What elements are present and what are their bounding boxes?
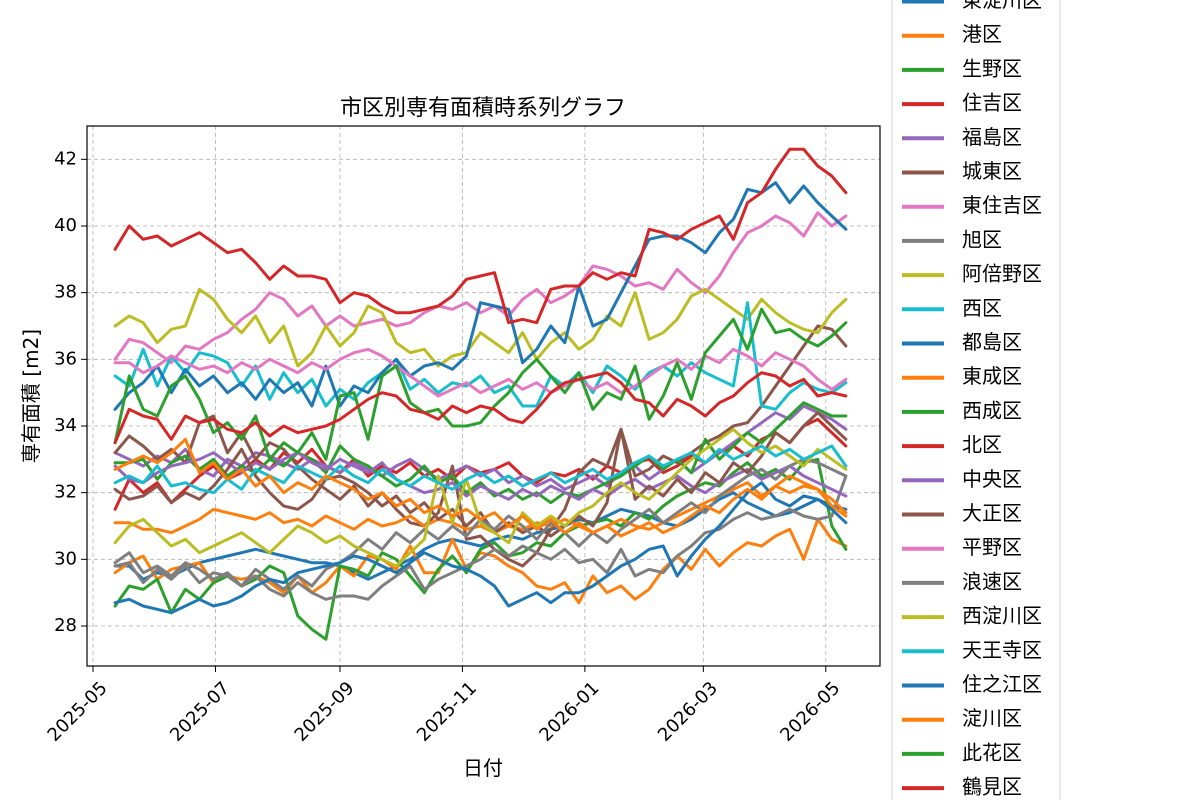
legend-label: 北区 (962, 433, 1002, 457)
series-line-1 (113, 517, 848, 605)
legend-label: 西区 (962, 296, 1002, 320)
y-axis-ticks: 28 30 32 34 36 38 40 42 (54, 148, 87, 636)
legend-label: 東住吉区 (962, 193, 1042, 217)
legend-label: 住之江区 (962, 672, 1042, 696)
y-tick-label: 32 (54, 482, 77, 503)
series-line-19 (113, 444, 848, 495)
legend-label: 浪速区 (962, 569, 1022, 593)
legend-label: 中央区 (962, 467, 1022, 491)
x-tick-label: 2026-03 (654, 678, 722, 746)
legend-label: 平野区 (962, 535, 1022, 559)
series-line-14 (113, 451, 848, 501)
y-tick-label: 34 (54, 415, 77, 436)
series-line-23 (113, 371, 848, 445)
series-line-0 (113, 491, 848, 581)
legend-label: 都島区 (962, 330, 1022, 354)
x-axis-title: 日付 (463, 756, 503, 780)
legend-label: 港区 (962, 22, 1002, 46)
y-axis-title: 専有面積 [m2] (19, 329, 43, 463)
y-tick-label: 42 (54, 148, 77, 169)
legend-label: 東成区 (962, 364, 1022, 388)
chart-title: 市区別専有面積時系列グラフ (340, 96, 626, 121)
series-line-9 (113, 301, 848, 411)
legend-label: 阿倍野区 (962, 262, 1042, 286)
series-line-21 (113, 437, 848, 538)
legend-label: 福島区 (962, 125, 1022, 149)
y-tick-label: 40 (54, 215, 77, 236)
x-tick-label: 2026-05 (776, 678, 844, 746)
x-tick-label: 2025-07 (166, 678, 234, 746)
legend-label: 東淀川区 (962, 0, 1042, 12)
series-line-6 (113, 211, 848, 365)
legend-label: 旭区 (962, 227, 1002, 251)
legend: 東淀川区港区生野区住吉区福島区城東区東住吉区旭区阿倍野区西区都島区東成区西成区北… (902, 0, 1042, 799)
series-line-18 (113, 427, 848, 568)
y-tick-label: 36 (54, 348, 77, 369)
legend-label: 住吉区 (962, 91, 1022, 115)
series-line-8 (113, 287, 848, 368)
series-line-16 (113, 347, 848, 398)
legend-label: 鶴見区 (962, 775, 1022, 799)
legend-label: 大正区 (962, 501, 1022, 525)
plot-frame (86, 125, 881, 667)
x-tick-label: 2025-11 (413, 678, 481, 746)
y-tick-label: 28 (54, 615, 77, 636)
legend-label: 西淀川区 (962, 604, 1042, 628)
series-line-13 (113, 147, 848, 325)
x-tick-label: 2025-05 (44, 678, 112, 746)
x-tick-label: 2026-01 (535, 678, 603, 746)
y-tick-label: 38 (54, 282, 77, 303)
x-axis-ticks: 2025-05 2025-07 2025-09 2025-11 2026-01 2026-… (44, 666, 844, 746)
series-line-4 (113, 404, 848, 491)
legend-label: 西成区 (962, 398, 1022, 422)
series-line-10 (113, 181, 848, 411)
y-tick-label: 30 (54, 548, 77, 569)
legend-label: 城東区 (962, 159, 1022, 183)
legend-box (891, 0, 1061, 800)
legend-label: 此花区 (962, 740, 1022, 764)
legend-label: 生野区 (962, 56, 1022, 80)
series-line-20 (113, 481, 848, 615)
series-lines (113, 147, 848, 641)
legend-label: 天王寺区 (962, 638, 1042, 662)
series-line-15 (113, 411, 848, 538)
legend-label: 淀川区 (962, 706, 1022, 730)
series-line-5 (113, 324, 848, 568)
x-tick-label: 2025-09 (291, 678, 359, 746)
series-line-22 (113, 307, 848, 461)
